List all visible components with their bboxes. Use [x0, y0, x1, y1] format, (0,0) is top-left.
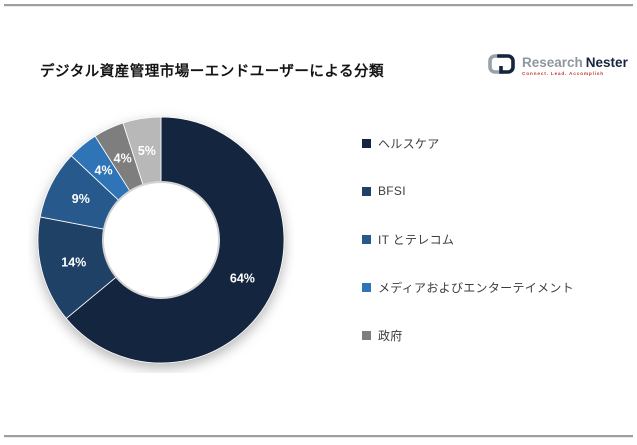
- legend-swatch: [362, 330, 371, 340]
- brand-name: Research Nester: [522, 56, 628, 70]
- brand-word-research: Research: [522, 55, 583, 70]
- legend-swatch: [362, 234, 371, 244]
- legend-item: BFSI: [362, 184, 574, 198]
- donut-chart: 64% 14% 9% 4%4% 5%: [37, 116, 285, 364]
- legend-item: IT とテレコム: [362, 232, 574, 247]
- chart-legend: ヘルスケア BFSI IT とテレコムメディアおよびエンターテイメント 政府: [362, 136, 574, 343]
- slice-percent-label: 9%: [72, 192, 90, 206]
- legend-label: 政府: [378, 328, 403, 343]
- slice-percent-labels: 64% 14% 9% 4%4% 5%: [61, 144, 255, 285]
- legend-swatch: [362, 282, 371, 292]
- chain-link-logo-icon: [488, 54, 515, 74]
- legend-item: 政府: [362, 328, 574, 343]
- donut-slices: [37, 116, 285, 364]
- donut-hole: [102, 181, 220, 299]
- page-border-bottom: [4, 435, 633, 437]
- slice-percent-label: 4%: [95, 164, 113, 178]
- research-nester-logo: Research Nester Connect. Lead. Accomplish: [486, 51, 628, 78]
- slice-percent-label: 4%: [114, 152, 132, 166]
- page-border-top: [4, 4, 633, 6]
- legend-swatch: [362, 138, 371, 148]
- legend-label: ヘルスケア: [378, 136, 440, 151]
- chart-title: デジタル資産管理市場ーエンドユーザーによる分類: [40, 64, 384, 80]
- logo-text: Research Nester Connect. Lead. Accomplish: [522, 51, 628, 77]
- brand-word-nester: Nester: [585, 55, 628, 70]
- legend-label: メディアおよびエンターテイメント: [378, 280, 574, 295]
- legend-label: BFSI: [378, 184, 406, 198]
- slice-percent-label: 64%: [230, 271, 255, 285]
- legend-item: メディアおよびエンターテイメント: [362, 280, 574, 295]
- legend-swatch: [362, 186, 371, 196]
- legend-label: IT とテレコム: [378, 232, 455, 247]
- legend-item: ヘルスケア: [362, 136, 574, 151]
- brand-tagline: Connect. Lead. Accomplish: [522, 71, 604, 77]
- slice-percent-label: 5%: [138, 144, 156, 158]
- slice-percent-label: 14%: [61, 255, 86, 269]
